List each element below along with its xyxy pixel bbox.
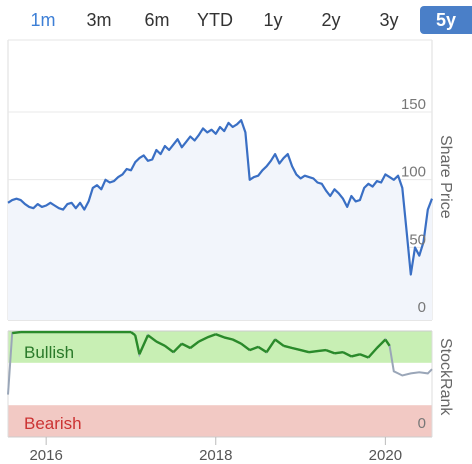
range-tab-3m[interactable]: 3m <box>86 10 112 30</box>
price-y-tick-0: 0 <box>418 299 426 316</box>
range-tab-5y[interactable]: 5y <box>420 6 472 34</box>
price-area-fill <box>8 120 432 320</box>
bearish-band <box>8 405 432 437</box>
price-y-tick-150: 150 <box>401 96 426 113</box>
price-y-tick-labels: 0 50 100 150 <box>401 96 426 316</box>
x-tick-2020: 2020 <box>369 447 402 464</box>
bearish-label: Bearish <box>24 414 82 433</box>
range-tab-1y[interactable]: 1y <box>263 10 283 30</box>
range-tab-1m[interactable]: 1m <box>30 10 56 30</box>
range-tab-ytd[interactable]: YTD <box>197 10 233 30</box>
price-line <box>7 119 434 276</box>
x-tick-2016: 2016 <box>29 447 62 464</box>
price-axis-label: Share Price <box>437 135 454 219</box>
rank-line-bullish <box>12 330 391 359</box>
range-tab-3y[interactable]: 3y <box>379 10 399 30</box>
x-axis: 2016 2018 2020 <box>29 437 402 464</box>
price-y-tick-100: 100 <box>401 164 426 181</box>
range-tab-6m[interactable]: 6m <box>144 10 170 30</box>
stockrank-axis-label: StockRank <box>437 338 454 416</box>
rank-y-tick-0: 0 <box>418 415 426 432</box>
price-y-tick-50: 50 <box>409 231 426 248</box>
time-range-tabs: 1m 3m 6m YTD 1y 2y 3y 5y <box>0 0 472 40</box>
bullish-label: Bullish <box>24 343 74 362</box>
x-tick-2018: 2018 <box>199 447 232 464</box>
range-tab-2y[interactable]: 2y <box>321 10 341 30</box>
